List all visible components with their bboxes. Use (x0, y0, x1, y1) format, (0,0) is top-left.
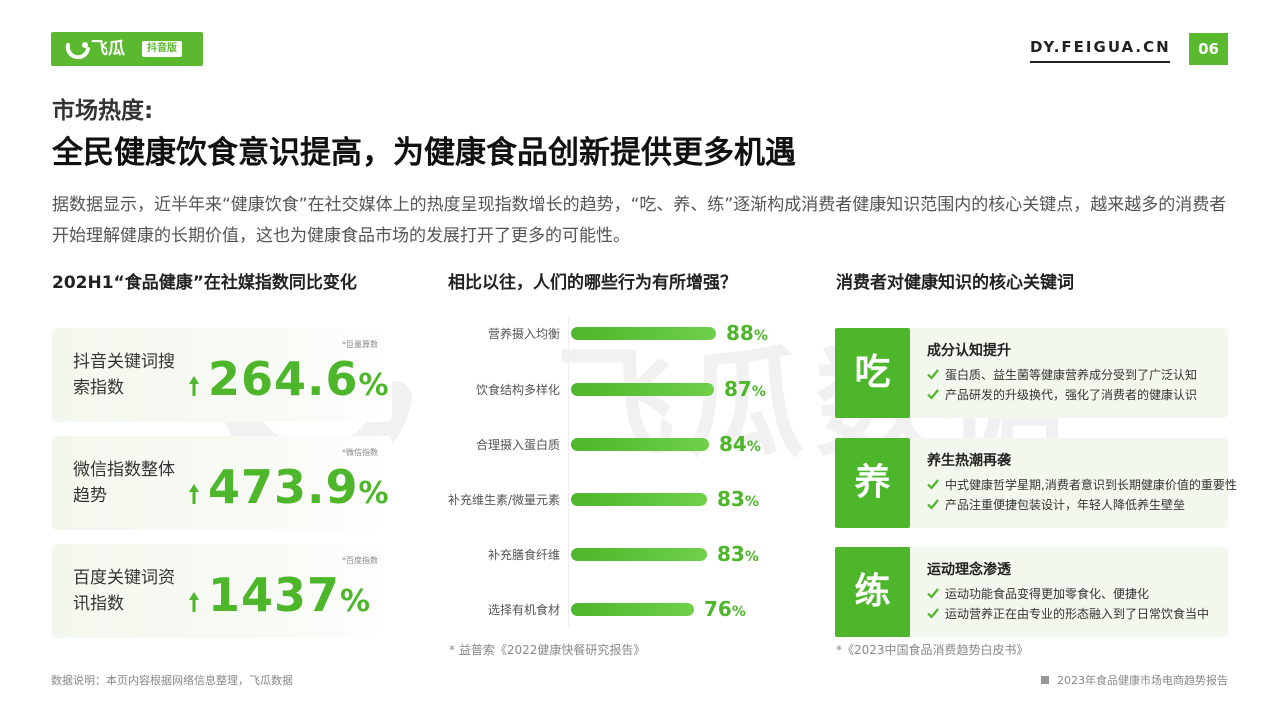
logo-swoosh-icon (65, 42, 90, 59)
left-column-title: 202H1“食品健康”在社媒指数同比变化 (52, 273, 357, 293)
bar-value-label: 84% (719, 432, 761, 456)
bar-category-label: 营养摄入均衡 (487, 327, 560, 341)
keyword-title: 成分认知提升 (927, 343, 1011, 359)
bar-row: 补充膳食纤维 83% (440, 542, 800, 567)
bar (571, 548, 707, 561)
bar-row: 饮食结构多样化 87% (440, 377, 800, 402)
stat-label: 百度关键词资讯指数 (73, 568, 175, 614)
keyword-card-exercise: 练 运动理念渗透 运动功能食品变得更加零食化、便捷化 运动营养正在由专业的形态融… (835, 547, 1228, 637)
bar-category-label: 补充膳食纤维 (487, 548, 560, 562)
stat-value: 1437% (208, 568, 372, 622)
keyword-title: 运动理念渗透 (927, 562, 1011, 578)
keyword-char: 吃 (835, 328, 910, 418)
middle-column-title: 相比以往，人们的哪些行为有所增强？ (448, 273, 737, 293)
arrow-up-icon (189, 592, 199, 612)
bar (571, 493, 707, 506)
page-title: 全民健康饮食意识提高，为健康食品创新提供更多机遇 (52, 135, 796, 171)
stat-label: 微信指数整体趋势 (73, 460, 175, 506)
bar-category-label: 合理摄入蛋白质 (475, 438, 560, 452)
keyword-item: 产品研发的升级换代，强化了消费者的健康认识 (927, 386, 1197, 404)
bar-category-label: 饮食结构多样化 (475, 383, 560, 397)
site-url[interactable]: DY.FEIGUA.CN (1030, 38, 1171, 56)
stat-source: *微信指数 (342, 448, 378, 457)
keyword-item: 蛋白质、益生菌等健康营养成分受到了广泛认知 (927, 366, 1197, 384)
bar-row: 合理摄入蛋白质 84% (440, 432, 800, 457)
keyword-item: 运动功能食品变得更加零食化、便捷化 (927, 585, 1149, 603)
stat-source: *巨量算数 (342, 340, 378, 349)
right-column-title: 消费者对健康知识的核心关键词 (836, 273, 1074, 293)
keyword-card-eat: 吃 成分认知提升 蛋白质、益生菌等健康营养成分受到了广泛认知 产品研发的升级换代… (835, 328, 1228, 418)
keyword-item: 中式健康哲学星期,消费者意识到长期健康价值的重要性 (927, 476, 1237, 494)
stat-card-douyin: 抖音关键词搜索指数 *巨量算数 264.6% (52, 328, 392, 422)
bar-value-label: 87% (724, 377, 766, 401)
stat-card-wechat: 微信指数整体趋势 *微信指数 473.9% (52, 436, 392, 530)
keyword-item: 产品注重便捷包装设计，年轻人降低养生壁垒 (927, 496, 1185, 514)
keyword-card-nourish: 养 养生热潮再袭 中式健康哲学星期,消费者意识到长期健康价值的重要性 产品注重便… (835, 438, 1237, 528)
checkmark-icon (927, 588, 939, 599)
logo-tag: 抖音版 (142, 41, 182, 57)
brand-logo: 飞瓜 抖音版 (51, 32, 203, 66)
checkmark-icon (927, 389, 939, 400)
arrow-up-icon (189, 484, 199, 504)
stat-source: *百度指数 (342, 556, 378, 565)
footer-data-note: 数据说明：本页内容根据网络信息整理，飞瓜数据 (51, 674, 293, 687)
checkmark-icon (927, 479, 939, 490)
bar-chart-axis (568, 316, 569, 628)
bar-category-label: 选择有机食材 (487, 603, 560, 617)
arrow-up-icon (189, 376, 199, 396)
checkmark-icon (927, 499, 939, 510)
page-number: 06 (1189, 33, 1228, 65)
bar-row: 补充维生素/微量元素 83% (440, 487, 800, 512)
bar-row: 选择有机食材 76% (440, 597, 800, 622)
section-kicker: 市场热度: (52, 98, 154, 124)
checkmark-icon (927, 369, 939, 380)
bar-row: 营养摄入均衡 88% (440, 321, 800, 346)
bar-value-label: 83% (717, 542, 759, 566)
keyword-char: 养 (835, 438, 910, 528)
keyword-title: 养生热潮再袭 (927, 453, 1011, 469)
right-footnote: *《2023中国食品消费趋势白皮书》 (836, 643, 1029, 657)
bar-category-label: 补充维生素/微量元素 (447, 493, 560, 507)
bar-value-label: 76% (704, 597, 746, 621)
keyword-char: 练 (835, 547, 910, 637)
bar (571, 603, 694, 616)
stat-card-baidu: 百度关键词资讯指数 *百度指数 1437% (52, 544, 392, 638)
bar (571, 383, 714, 396)
intro-paragraph: 据数据显示，近半年来“健康饮食”在社交媒体上的热度呈现指数增长的趋势，“吃、养、… (52, 195, 1227, 246)
stat-label: 抖音关键词搜索指数 (73, 352, 175, 398)
keyword-item: 运动营养正在由专业的形态融入到了日常饮食当中 (927, 605, 1209, 623)
middle-footnote: * 益普索《2022健康快餐研究报告》 (449, 643, 646, 657)
bar-value-label: 88% (726, 321, 768, 345)
square-bullet-icon (1041, 676, 1049, 684)
bar (571, 438, 709, 451)
site-underline (1030, 61, 1170, 63)
logo-brand-text: 飞瓜 (91, 39, 125, 59)
bar-value-label: 83% (717, 487, 759, 511)
footer-report-title: 2023年食品健康市场电商趋势报告 (1041, 673, 1228, 689)
stat-value: 473.9% (208, 460, 390, 514)
bar (571, 327, 716, 340)
stat-value: 264.6% (208, 352, 390, 406)
checkmark-icon (927, 608, 939, 619)
